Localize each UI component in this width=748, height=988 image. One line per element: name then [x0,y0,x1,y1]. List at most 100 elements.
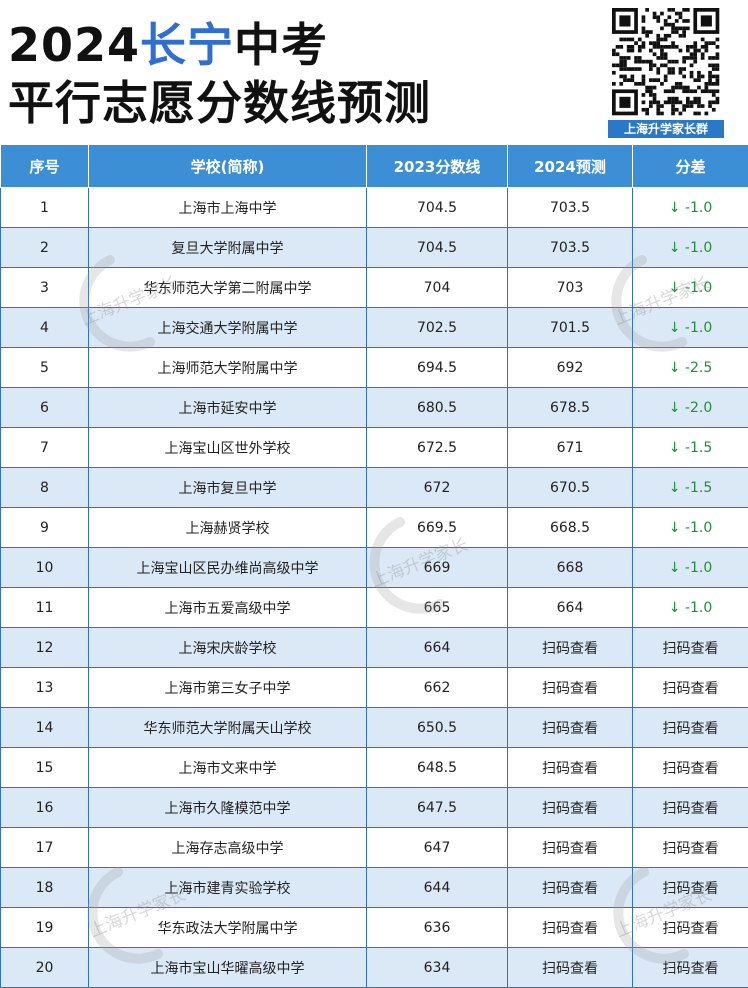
title-suffix: 中考 [234,18,328,72]
cell-score-2023: 662 [367,668,508,708]
cell-no: 5 [1,348,89,388]
cell-predict-2024: 703 [508,268,633,308]
cell-score-2023: 650.5 [367,708,508,748]
cell-no: 15 [1,748,89,788]
cell-school: 上海宝山区世外学校 [89,428,367,468]
cell-diff: 扫码查看 [633,908,748,948]
cell-school: 上海市宝山华曜高级中学 [89,948,367,988]
cell-school: 华东师范大学附属天山学校 [89,708,367,748]
cell-score-2023: 694.5 [367,348,508,388]
cell-school: 上海宝山区民办维尚高级中学 [89,548,367,588]
cell-school: 上海市上海中学 [89,188,367,228]
cell-diff: 扫码查看 [633,788,748,828]
cell-predict-2024: 扫码查看 [508,668,633,708]
cell-school: 复旦大学附属中学 [89,228,367,268]
cell-no: 14 [1,708,89,748]
cell-score-2023: 672 [367,468,508,508]
cell-school: 上海市建青实验学校 [89,868,367,908]
cell-predict-2024: 扫码查看 [508,788,633,828]
cell-no: 18 [1,868,89,908]
cell-no: 1 [1,188,89,228]
cell-no: 7 [1,428,89,468]
cell-diff: 扫码查看 [633,828,748,868]
page-title: 2024长宁中考 [8,22,328,68]
col-header-diff: 分差 [633,145,748,188]
qr-caption: 上海升学家长群 [608,120,724,138]
cell-predict-2024: 扫码查看 [508,908,633,948]
cell-score-2023: 636 [367,908,508,948]
cell-school: 上海交通大学附属中学 [89,308,367,348]
cell-no: 9 [1,508,89,548]
cell-predict-2024: 668 [508,548,633,588]
cell-no: 10 [1,548,89,588]
cell-diff: ↓ -1.0 [633,548,748,588]
cell-predict-2024: 678.5 [508,388,633,428]
cell-no: 19 [1,908,89,948]
cell-diff: 扫码查看 [633,628,748,668]
cell-predict-2024: 扫码查看 [508,948,633,988]
col-header-score-2023: 2023分数线 [367,145,508,188]
cell-predict-2024: 扫码查看 [508,708,633,748]
cell-predict-2024: 扫码查看 [508,628,633,668]
qr-code-block: 上海升学家长群 [608,6,724,138]
cell-score-2023: 680.5 [367,388,508,428]
cell-no: 2 [1,228,89,268]
col-header-school: 学校(简称) [89,145,367,188]
cell-score-2023: 664 [367,628,508,668]
cell-score-2023: 647.5 [367,788,508,828]
cell-no: 11 [1,588,89,628]
cell-no: 20 [1,948,89,988]
cell-predict-2024: 670.5 [508,468,633,508]
cell-predict-2024: 703.5 [508,188,633,228]
cell-diff: ↓ -1.5 [633,428,748,468]
cell-school: 上海赫贤学校 [89,508,367,548]
cell-score-2023: 665 [367,588,508,628]
cell-school: 华东师范大学第二附属中学 [89,268,367,308]
cell-school: 华东政法大学附属中学 [89,908,367,948]
cell-diff: ↓ -1.5 [633,468,748,508]
cell-school: 上海市第三女子中学 [89,668,367,708]
cell-no: 12 [1,628,89,668]
cell-diff: ↓ -1.0 [633,308,748,348]
cell-diff: ↓ -1.0 [633,268,748,308]
cell-diff: 扫码查看 [633,868,748,908]
cell-diff: ↓ -2.0 [633,388,748,428]
cell-no: 13 [1,668,89,708]
cell-predict-2024: 692 [508,348,633,388]
cell-score-2023: 704.5 [367,228,508,268]
title-district: 长宁 [140,18,234,72]
cell-predict-2024: 671 [508,428,633,468]
cell-score-2023: 644 [367,868,508,908]
title-year: 2024 [8,18,140,72]
cell-predict-2024: 扫码查看 [508,828,633,868]
cell-score-2023: 648.5 [367,748,508,788]
col-header-no: 序号 [1,145,89,188]
cell-score-2023: 669.5 [367,508,508,548]
cell-diff: 扫码查看 [633,668,748,708]
cell-school: 上海市久隆模范中学 [89,788,367,828]
qr-code-icon [608,6,724,118]
cell-diff: ↓ -1.0 [633,588,748,628]
page-subtitle: 平行志愿分数线预测 [8,80,431,126]
cell-diff: 扫码查看 [633,708,748,748]
cell-diff: ↓ -1.0 [633,188,748,228]
cell-predict-2024: 扫码查看 [508,868,633,908]
cell-predict-2024: 668.5 [508,508,633,548]
cell-no: 3 [1,268,89,308]
cell-school: 上海存志高级中学 [89,828,367,868]
